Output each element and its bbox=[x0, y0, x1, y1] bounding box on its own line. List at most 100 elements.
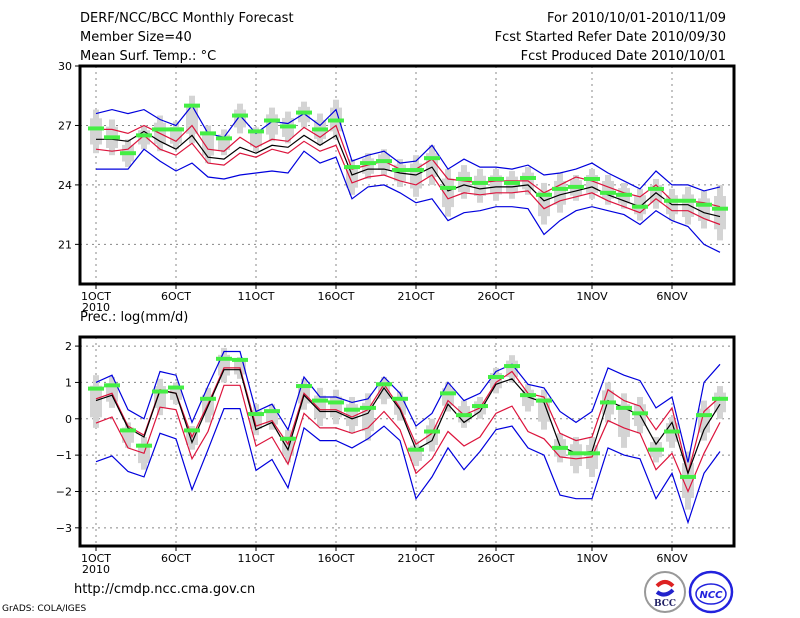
observed-marker bbox=[392, 396, 408, 401]
lower-outer-line bbox=[95, 408, 721, 525]
observed-marker bbox=[280, 124, 296, 129]
observed-marker bbox=[680, 474, 696, 479]
x-tick-label: 6OCT bbox=[161, 552, 191, 565]
observed-marker bbox=[248, 129, 264, 134]
observed-marker bbox=[232, 357, 248, 362]
observed-marker bbox=[296, 110, 312, 115]
x-tick-label: 26OCT bbox=[477, 552, 514, 565]
observed-marker bbox=[88, 126, 104, 131]
observed-marker bbox=[552, 445, 568, 450]
observed-marker bbox=[456, 176, 472, 181]
forecast-period: For 2010/10/01-2010/11/09 bbox=[547, 11, 726, 26]
x-tick-label: 1NOV bbox=[576, 552, 608, 565]
observed-marker bbox=[648, 447, 664, 452]
chart-title: DERF/NCC/BCC Monthly Forecast bbox=[80, 11, 294, 26]
observed-marker bbox=[328, 118, 344, 123]
x-tick-label: 21OCT bbox=[397, 552, 434, 565]
x-tick-label: 21OCT bbox=[397, 290, 434, 303]
observed-marker bbox=[632, 411, 648, 416]
x-tick-label: 6NOV bbox=[656, 290, 688, 303]
observed-marker bbox=[616, 405, 632, 410]
spread-box bbox=[682, 194, 694, 218]
observed-marker bbox=[488, 176, 504, 181]
ncc-logo-text: NCC bbox=[699, 590, 723, 601]
observed-marker bbox=[360, 161, 376, 166]
x-tick-label: 6NOV bbox=[656, 552, 688, 565]
observed-marker bbox=[504, 180, 520, 185]
observed-marker bbox=[472, 404, 488, 409]
x-tick-label: 6OCT bbox=[161, 290, 191, 303]
observed-marker bbox=[376, 159, 392, 164]
spread-box bbox=[250, 132, 262, 147]
ensemble-mean-line bbox=[96, 130, 721, 218]
x-tick-year-label: 2010 bbox=[82, 301, 110, 314]
lower-inner-line bbox=[95, 134, 721, 226]
y-tick-label: 2 bbox=[65, 340, 72, 353]
observed-marker bbox=[232, 113, 248, 118]
y-tick-label: 24 bbox=[58, 179, 72, 192]
spread-box bbox=[474, 175, 486, 197]
observed-marker bbox=[712, 396, 728, 401]
spread-box bbox=[714, 392, 726, 413]
observed-marker bbox=[456, 413, 472, 418]
spread-box bbox=[394, 397, 406, 415]
observed-marker bbox=[504, 364, 520, 369]
y-tick-label: 0 bbox=[65, 413, 72, 426]
y-tick-label: 27 bbox=[58, 119, 72, 132]
x-tick-label: 16OCT bbox=[317, 290, 354, 303]
observed-marker bbox=[392, 168, 408, 173]
spread-box bbox=[186, 105, 198, 134]
website-url[interactable]: http://cmdp.ncc.cma.gov.cn bbox=[74, 582, 256, 597]
x-tick-label: 11OCT bbox=[237, 552, 274, 565]
observed-marker bbox=[584, 451, 600, 456]
observed-marker bbox=[424, 156, 440, 161]
spread-box bbox=[106, 383, 118, 402]
spread-box bbox=[330, 396, 342, 418]
observed-marker bbox=[568, 451, 584, 456]
member-size-label: Member Size=40 bbox=[80, 30, 192, 45]
observed-marker bbox=[184, 428, 200, 433]
grads-credit: GrADS: COLA/IGES bbox=[2, 604, 87, 614]
upper-inner-line bbox=[95, 367, 721, 474]
observed-marker bbox=[664, 429, 680, 434]
y-tick-label: 1 bbox=[65, 376, 72, 389]
plot-frame bbox=[78, 335, 736, 548]
observed-marker bbox=[344, 165, 360, 170]
observed-marker bbox=[664, 198, 680, 203]
observed-marker bbox=[360, 405, 376, 410]
spread-box bbox=[458, 171, 470, 193]
observed-marker bbox=[248, 412, 264, 417]
bcc-logo: BCC bbox=[643, 570, 687, 614]
observed-marker bbox=[152, 389, 168, 394]
observed-marker bbox=[280, 436, 296, 441]
x-tick-label: 1OCT bbox=[81, 290, 111, 303]
observed-marker bbox=[472, 180, 488, 185]
temp-panel-label: Mean Surf. Temp.: °C bbox=[80, 49, 217, 64]
observed-marker bbox=[88, 386, 104, 391]
observed-marker bbox=[184, 103, 200, 108]
y-tick-label: −1 bbox=[56, 449, 72, 462]
observed-marker bbox=[616, 192, 632, 197]
forecast-start-date: Fcst Started Refer Date 2010/09/30 bbox=[494, 30, 726, 45]
observed-marker bbox=[488, 374, 504, 379]
x-tick-label: 1OCT bbox=[81, 552, 111, 565]
observed-marker bbox=[552, 186, 568, 191]
observed-marker bbox=[648, 186, 664, 191]
spread-box bbox=[714, 196, 726, 230]
observed-marker bbox=[296, 384, 312, 389]
observed-marker bbox=[152, 127, 168, 132]
upper-outer-line bbox=[95, 104, 721, 192]
spread-box bbox=[682, 463, 694, 499]
y-tick-label: −3 bbox=[56, 522, 72, 535]
observed-marker bbox=[120, 428, 136, 433]
observed-marker bbox=[632, 204, 648, 209]
observed-marker bbox=[520, 175, 536, 180]
observed-marker bbox=[120, 151, 136, 156]
observed-marker bbox=[424, 429, 440, 434]
plot-frame bbox=[78, 64, 736, 286]
x-tick-label: 16OCT bbox=[317, 552, 354, 565]
observed-marker bbox=[536, 398, 552, 403]
spread-box bbox=[90, 385, 102, 418]
x-tick-label: 11OCT bbox=[237, 290, 274, 303]
